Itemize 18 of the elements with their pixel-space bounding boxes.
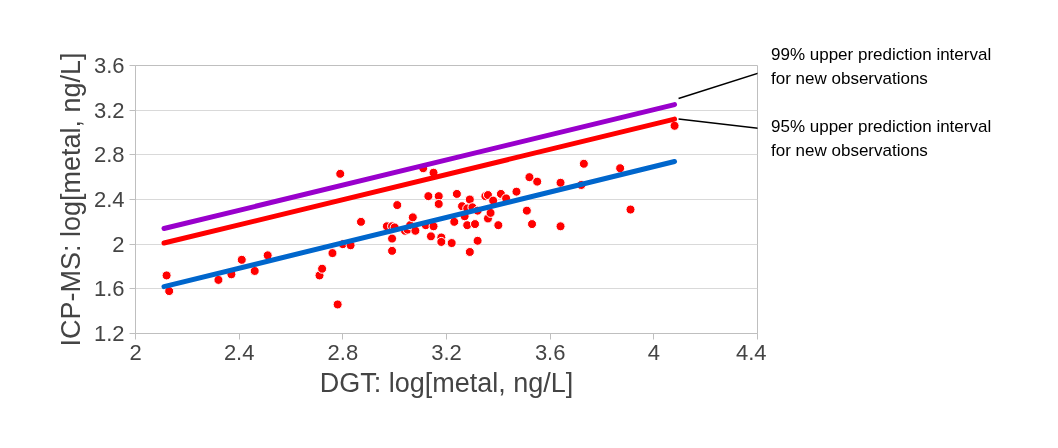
x-tick-label: 2.8 [327, 339, 359, 365]
x-tick-label: 4 [647, 339, 660, 365]
y-tick-label: 2.4 [93, 187, 125, 212]
x-axis-title: DGT: log[metal, ng/L] [319, 367, 574, 398]
y-axis-title: ICP-MS: log[metal, ng/L] [55, 52, 86, 347]
x-tick-label: 2.4 [223, 339, 255, 365]
y-tick-label: 2.8 [93, 142, 125, 168]
y-tick-label: 1.2 [93, 321, 125, 346]
y-tick-label: 3.6 [93, 53, 125, 78]
annotation: 95% upper prediction interval for new observations [771, 116, 992, 162]
x-tick-label: 3.2 [431, 339, 462, 365]
x-tick-label: 2 [129, 339, 142, 365]
y-tick-label: 3.2 [93, 97, 125, 123]
y-tick-label: 1.6 [93, 276, 125, 302]
x-tick-label: 3.6 [534, 339, 566, 365]
y-tick-label: 2 [112, 231, 125, 257]
x-tick-label: 4.4 [735, 339, 767, 365]
annotation: 99% upper prediction interval for new observations [771, 44, 992, 90]
